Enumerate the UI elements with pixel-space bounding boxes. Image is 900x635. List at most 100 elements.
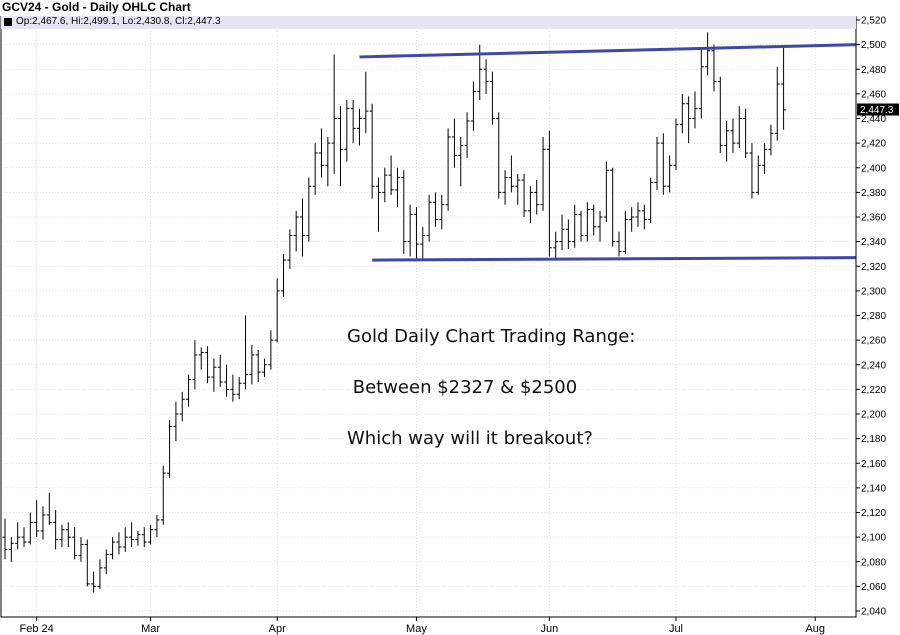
ohlc-bar	[46, 492, 52, 525]
ohlc-bar	[230, 374, 236, 402]
ohlc-bar	[179, 391, 185, 422]
ohlc-bar	[103, 549, 109, 575]
last-price-label: 2,447.3	[860, 105, 894, 116]
ohlc-bar	[65, 522, 71, 547]
ohlc-bar	[553, 231, 559, 259]
ohlc-bar	[40, 506, 46, 540]
ohlc-bar	[59, 524, 65, 547]
ohlc-bar	[483, 59, 489, 94]
y-tick-label: 2,260	[861, 336, 886, 347]
y-tick-label: 2,360	[861, 213, 886, 224]
ohlc-bar	[667, 155, 673, 193]
ohlc-bar	[268, 330, 274, 370]
ohlc-bar	[344, 100, 350, 162]
ohlc-bar	[648, 177, 654, 224]
ohlc-bar	[546, 130, 552, 257]
ohlc-bar	[97, 559, 103, 589]
ohlc-info-strip	[1, 16, 856, 29]
ohlc-bar	[610, 167, 616, 247]
ohlc-bar	[78, 537, 84, 562]
y-tick-label: 2,140	[861, 483, 886, 494]
ohlc-bar	[629, 207, 635, 232]
ohlc-bar	[705, 32, 711, 76]
ohlc-bar	[597, 210, 603, 242]
ohlc-bar	[762, 143, 768, 174]
ohlc-bar	[394, 167, 400, 208]
ohlc-bar	[356, 108, 362, 146]
x-tick-label: Jul	[669, 623, 683, 635]
ohlc-bar	[496, 112, 502, 199]
ohlc-bar	[679, 93, 685, 134]
y-tick-label: 2,240	[861, 360, 886, 371]
ohlc-bar	[508, 155, 514, 193]
ohlc-bar	[540, 136, 546, 211]
ohlc-bar	[654, 136, 660, 190]
ohlc-bar	[768, 124, 774, 156]
x-tick-label: Mar	[141, 623, 160, 635]
x-tick-label: Apr	[269, 623, 286, 635]
ohlc-bar	[388, 155, 394, 195]
ohlc-bar	[306, 177, 312, 242]
ohlc-bar	[686, 96, 692, 144]
axes: 2,040 2,060 2,080 2,100 2,120 2,140 2,160 2,180…	[0, 15, 899, 635]
ohlc-bar	[489, 71, 495, 125]
ohlc-bar	[154, 514, 160, 538]
y-tick-label: 2,100	[861, 533, 886, 544]
ohlc-bar	[534, 180, 540, 215]
ohlc-bar	[148, 524, 154, 545]
ohlc-bars	[2, 32, 787, 593]
ohlc-bar	[160, 465, 166, 525]
ohlc-bar	[141, 527, 147, 547]
y-tick-label: 2,520	[861, 16, 886, 27]
trendlines	[359, 43, 857, 262]
ohlc-bar	[420, 226, 426, 259]
ohlc-bar	[660, 133, 666, 195]
ohlc-bar	[515, 173, 521, 205]
ohlc-bar	[743, 108, 749, 158]
ohlc-bar	[217, 354, 223, 387]
ohlc-bar	[578, 210, 584, 242]
series-marker-icon	[4, 18, 12, 26]
ohlc-bar	[205, 346, 211, 384]
ohlc-bar	[255, 349, 261, 382]
ohlc-bar	[584, 202, 590, 242]
annotation-line-3: Which way will it breakout?	[347, 428, 593, 449]
ohlc-bar	[572, 204, 578, 248]
ohlc-bar	[458, 136, 464, 187]
annotation-line-1: Gold Daily Chart Trading Range:	[347, 326, 636, 347]
ohlc-bar	[192, 340, 198, 390]
x-tick-label: Feb 24	[20, 623, 54, 635]
y-tick-label: 2,180	[861, 434, 886, 445]
ohlc-bar	[135, 530, 141, 546]
ohlc-bar	[236, 377, 242, 400]
ohlc-bar	[527, 186, 533, 224]
ohlc-bar	[116, 532, 122, 555]
ohlc-bar	[363, 71, 369, 134]
ohlc-bar	[337, 106, 343, 187]
y-tick-label: 2,440	[861, 114, 886, 125]
ohlc-bar	[470, 81, 476, 131]
ohlc-bar	[521, 173, 527, 217]
ohlc-bar	[445, 128, 451, 211]
ohlc-bar	[724, 120, 730, 162]
y-tick-label: 2,060	[861, 582, 886, 593]
trendline-support	[372, 256, 857, 262]
ohlc-bar	[350, 100, 356, 144]
ohlc-bar	[730, 118, 736, 153]
ohlc-bar	[565, 219, 571, 250]
ohlc-bar	[369, 103, 375, 199]
ohlc-bar	[711, 44, 717, 92]
ohlc-bar	[641, 204, 647, 230]
ohlc-bar	[502, 170, 508, 205]
ohlc-bar	[635, 202, 641, 227]
ohlc-bar	[426, 194, 432, 242]
ohlc-bar	[2, 518, 8, 560]
ohlc-bar	[262, 358, 268, 378]
ohlc-bar	[122, 527, 128, 552]
y-tick-label: 2,080	[861, 557, 886, 568]
trendline-resistance	[359, 43, 857, 59]
ohlc-bar	[616, 231, 622, 257]
ohlc-bar	[293, 210, 299, 252]
ohlc-bar	[439, 194, 445, 230]
